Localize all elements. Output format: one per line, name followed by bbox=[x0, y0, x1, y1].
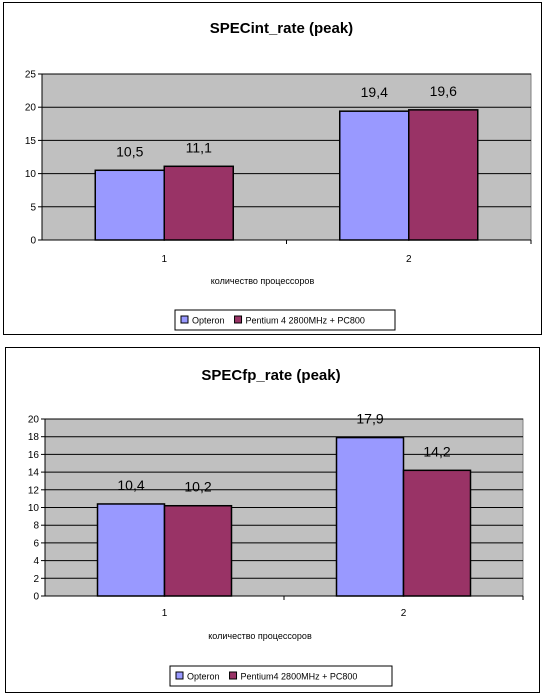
bar bbox=[163, 165, 234, 241]
x-tick-label: 1 bbox=[162, 608, 168, 619]
y-tick-label: 18 bbox=[28, 432, 40, 443]
bar bbox=[335, 436, 405, 597]
y-tick-label: 20 bbox=[25, 103, 37, 114]
bar bbox=[339, 110, 410, 241]
legend-box bbox=[169, 665, 393, 687]
bar bbox=[408, 109, 479, 241]
x-tick-label: 1 bbox=[161, 254, 167, 265]
legend-swatch bbox=[175, 671, 184, 680]
y-tick-label: 4 bbox=[33, 556, 39, 567]
legend-swatch bbox=[229, 671, 238, 680]
y-tick-label: 5 bbox=[30, 202, 36, 213]
legend-swatch bbox=[234, 315, 243, 324]
y-tick-label: 0 bbox=[33, 592, 39, 603]
y-tick-label: 2 bbox=[33, 574, 39, 585]
x-axis-label: количество процессоров bbox=[211, 276, 315, 286]
legend-label: Pentium4 2800MHz + PC800 bbox=[241, 672, 358, 682]
y-tick-label: 6 bbox=[33, 538, 39, 549]
x-tick-label: 2 bbox=[401, 608, 407, 619]
legend-box bbox=[174, 309, 396, 331]
data-label: 10,4 bbox=[117, 477, 144, 493]
y-tick-label: 8 bbox=[33, 521, 39, 532]
bar bbox=[96, 503, 166, 597]
data-label: 10,2 bbox=[184, 479, 211, 495]
x-tick-label: 2 bbox=[406, 254, 412, 265]
y-tick-label: 10 bbox=[25, 169, 37, 180]
x-axis-label: количество процессоров bbox=[208, 631, 312, 641]
chart-svg: SPECint_rate (peak) 0 5 10 15 20 25 1 10,5 11,1 2 1… bbox=[25, 20, 532, 331]
bar bbox=[402, 469, 472, 597]
chart-title: SPECfp_rate (peak) bbox=[201, 367, 340, 384]
y-tick-label: 10 bbox=[28, 503, 40, 514]
chart-specfp-rate: SPECfp_rate (peak) 0 2 4 6 8 10 12 14 16 18 20 1 10,4… bbox=[5, 347, 540, 693]
data-label: 11,1 bbox=[186, 139, 212, 155]
bar bbox=[163, 504, 233, 597]
legend-swatch bbox=[180, 315, 189, 324]
data-label: 19,6 bbox=[430, 83, 457, 99]
y-tick-label: 15 bbox=[25, 136, 37, 147]
y-tick-label: 14 bbox=[28, 468, 40, 479]
y-tick-label: 12 bbox=[28, 485, 40, 496]
data-label: 17,9 bbox=[356, 411, 383, 427]
chart-svg: SPECfp_rate (peak) 0 2 4 6 8 10 12 14 16 18 20 1 10,4… bbox=[28, 367, 524, 687]
y-tick-label: 25 bbox=[25, 70, 37, 81]
y-tick-label: 0 bbox=[30, 236, 36, 247]
legend-label: Opteron bbox=[192, 316, 225, 326]
legend-label: Pentium 4 2800MHz + PC800 bbox=[246, 316, 365, 326]
legend-label: Opteron bbox=[187, 672, 220, 682]
data-label: 14,2 bbox=[423, 443, 450, 459]
bar bbox=[94, 169, 165, 241]
chart-title: SPECint_rate (peak) bbox=[210, 20, 353, 37]
data-label: 10,5 bbox=[116, 143, 143, 159]
y-tick-label: 20 bbox=[28, 415, 40, 426]
y-tick-label: 16 bbox=[28, 450, 40, 461]
chart-specint-rate: SPECint_rate (peak) 0 5 10 15 20 25 1 10,5 11,1 2 1… bbox=[3, 2, 542, 335]
data-label: 19,4 bbox=[361, 84, 388, 100]
